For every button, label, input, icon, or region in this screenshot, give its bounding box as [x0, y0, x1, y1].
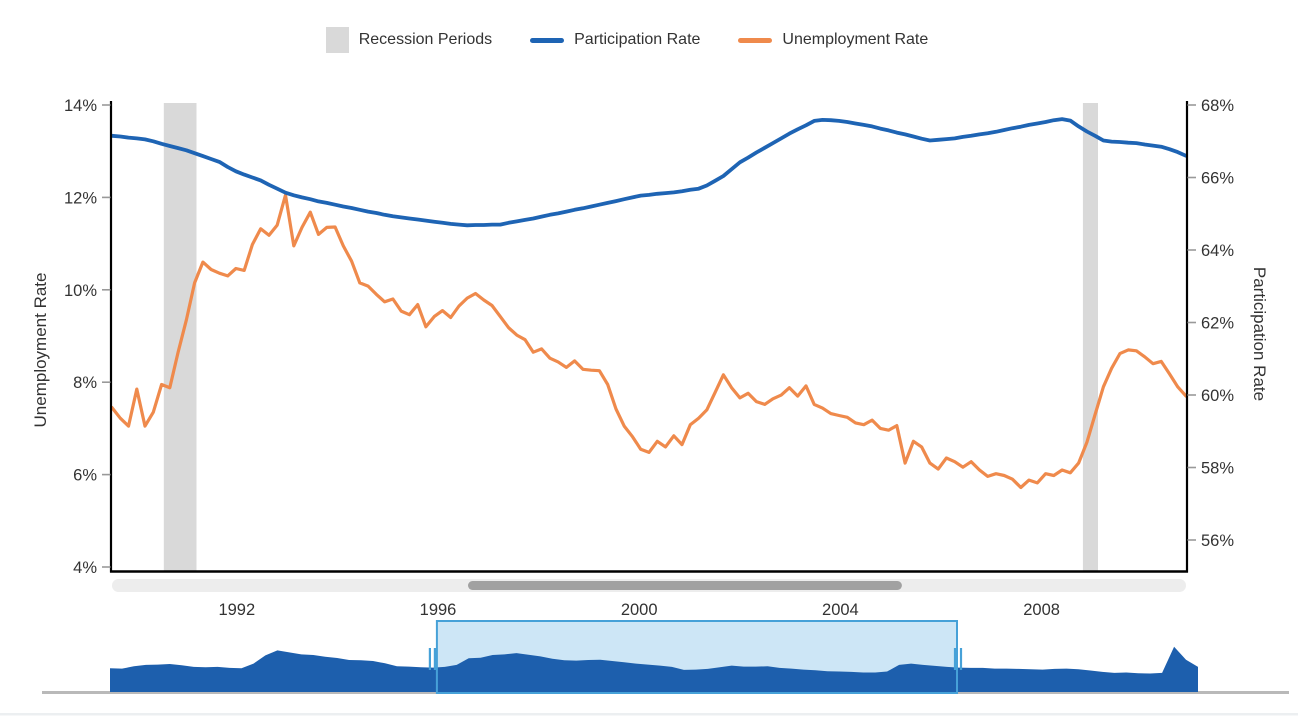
recession-band-swatch-icon [325, 27, 349, 53]
legend-item-unemployment-rate[interactable]: Unemployment Rate [738, 31, 928, 49]
legend-item-participation-rate[interactable]: Participation Rate [530, 31, 700, 49]
left-tick-label: 14% [64, 97, 97, 115]
recession-band-0 [163, 103, 197, 571]
scrollbar [112, 579, 1186, 592]
left-tick-label: 12% [64, 189, 97, 207]
legend-label-recession: Recession Periods [358, 31, 493, 48]
navigator-selection-border[interactable] [435, 620, 958, 694]
series-layer [110, 117, 1188, 490]
scrollbar-thumb[interactable] [468, 581, 902, 590]
x-tick-label: 1996 [420, 601, 457, 619]
right-axis-title: Participation Rate [1250, 267, 1269, 401]
bottom-divider [0, 713, 1298, 716]
right-tick-label: 60% [1201, 387, 1234, 405]
right-tick-label: 58% [1201, 460, 1234, 478]
legend-label-unemployment: Unemployment Rate [782, 31, 929, 48]
participation-line-swatch-icon [530, 37, 565, 43]
right-tick-label: 62% [1201, 315, 1234, 333]
left-tick-label: 4% [73, 559, 97, 577]
left-axis-title: Unemployment Rate [31, 273, 50, 428]
recession-band-1 [1082, 103, 1098, 571]
participation-line [110, 117, 1188, 228]
unemployment-line [110, 193, 1188, 490]
x-tick-label: 2000 [621, 601, 658, 619]
x-tick-label: 2008 [1023, 601, 1060, 619]
legend-item-recession-periods[interactable]: Recession Periods [325, 27, 493, 53]
legend: Recession Periods Participation Rate Une… [0, 27, 1276, 53]
x-tick-label: 1992 [218, 601, 255, 619]
right-tick-label: 66% [1201, 170, 1234, 188]
left-tick-label: 6% [73, 467, 97, 485]
axes-layer: 14% 12% 10% 8% 6% 4% 68% 66% 64% 62% 60% 58% 56% 1992… [64, 97, 1234, 619]
left-tick-label: 10% [64, 282, 97, 300]
left-tick-label: 8% [73, 374, 97, 392]
right-tick-label: 64% [1201, 242, 1234, 260]
x-tick-label: 2004 [822, 601, 859, 619]
unemployment-line-swatch-icon [738, 37, 773, 43]
legend-label-participation: Participation Rate [574, 31, 701, 48]
range-navigator[interactable] [42, 620, 1289, 694]
recession-bands-layer [163, 103, 1098, 571]
right-tick-label: 56% [1201, 532, 1234, 550]
navigator-area-series[interactable] [110, 646, 1198, 692]
right-tick-label: 68% [1201, 97, 1234, 115]
